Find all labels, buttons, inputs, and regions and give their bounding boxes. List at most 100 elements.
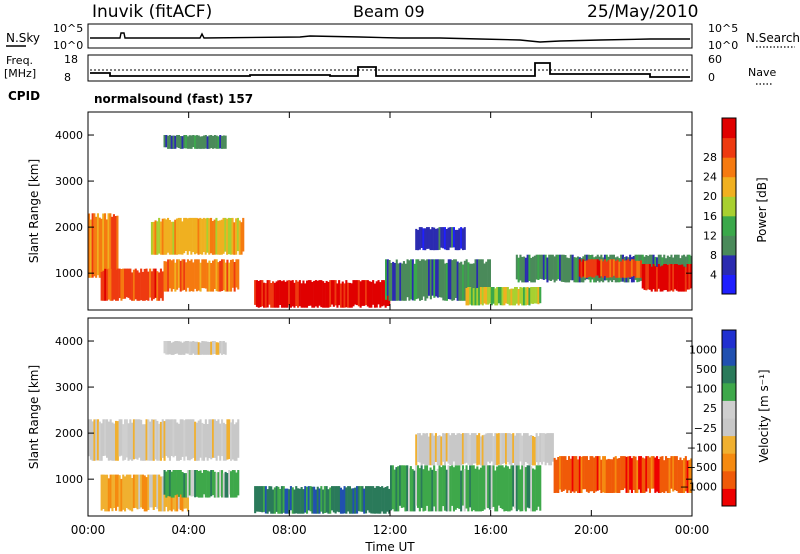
heatmap-cell	[503, 467, 506, 512]
heatmap-cell	[521, 256, 524, 283]
heatmap-cell	[122, 474, 125, 510]
heatmap-cell	[357, 486, 360, 512]
heatmap-cell	[322, 281, 325, 308]
freq-line	[90, 62, 690, 78]
heatmap-cell	[419, 260, 422, 301]
heatmap-cell	[361, 486, 364, 512]
heatmap-cell	[210, 263, 213, 292]
heatmap-cell	[314, 280, 317, 307]
heatmap-cell	[454, 229, 457, 251]
heatmap-cell	[150, 419, 153, 461]
heatmap-cell	[373, 283, 376, 308]
colorbar-tick-label: 8	[710, 249, 717, 262]
heatmap-cell	[420, 227, 423, 248]
nsky-panel	[87, 23, 693, 49]
heatmap-cell	[440, 436, 443, 466]
heatmap-cell	[607, 458, 610, 493]
heatmap-cell	[197, 135, 200, 149]
heatmap-cell	[526, 287, 529, 305]
heatmap-cell	[188, 470, 191, 496]
heatmap-cell	[288, 489, 291, 514]
heatmap-cell	[443, 227, 446, 250]
heatmap-cell	[208, 135, 211, 149]
heatmap-cell	[386, 259, 389, 296]
heatmap-cell	[467, 287, 470, 306]
heatmap-cell	[612, 457, 615, 493]
heatmap-cell	[199, 262, 202, 292]
heatmap-cell	[174, 470, 177, 496]
heatmap-cell	[193, 217, 196, 255]
heatmap-cell	[417, 433, 420, 462]
colorbar-tick-label: 16	[703, 210, 717, 223]
heatmap-cell	[106, 419, 109, 458]
heatmap-cell	[192, 470, 195, 497]
heatmap-cell	[280, 486, 283, 514]
heatmap-cell	[183, 259, 186, 290]
heatmap-cell	[519, 433, 522, 462]
heatmap-cell	[190, 259, 193, 292]
heatmap-cell	[163, 218, 166, 255]
heatmap-cell	[447, 433, 450, 464]
heatmap-cell	[541, 254, 544, 280]
heatmap-cell	[195, 422, 198, 461]
heatmap-cell	[224, 135, 227, 149]
heatmap-cell	[347, 282, 350, 308]
heatmap-cell	[621, 456, 624, 490]
heatmap-cell	[150, 474, 153, 508]
heatmap-cell	[325, 280, 328, 308]
heatmap-cell	[222, 259, 225, 291]
heatmap-cell	[571, 254, 574, 281]
heatmap-cell	[181, 136, 184, 149]
heatmap-cell	[125, 474, 128, 508]
heatmap-cell	[102, 419, 105, 456]
heatmap-cell	[111, 216, 114, 278]
heatmap-cell	[201, 422, 204, 461]
heatmap-cell	[564, 456, 567, 490]
heatmap-cell	[356, 280, 359, 306]
heatmap-cell	[213, 135, 216, 149]
heatmap-cell	[152, 221, 155, 255]
heatmap-cell	[345, 487, 348, 514]
colorbar-swatch	[722, 274, 736, 295]
heatmap-cell	[368, 281, 371, 308]
heatmap-cell	[361, 280, 364, 306]
heatmap-cell	[88, 419, 91, 457]
heatmap-cell	[215, 217, 218, 255]
heatmap-cell	[629, 261, 632, 278]
heatmap-cell	[443, 465, 446, 511]
heatmap-cell	[483, 434, 486, 466]
heatmap-cell	[654, 266, 657, 292]
heatmap-cell	[115, 270, 118, 301]
heatmap-cell	[546, 433, 549, 463]
station-title: Inuvik (fitACF)	[92, 2, 212, 22]
heatmap-cell	[357, 280, 360, 307]
heatmap-cell	[222, 217, 225, 254]
heatmap-cell	[154, 220, 157, 255]
heatmap-cell	[127, 423, 130, 461]
heatmap-cell	[211, 221, 214, 255]
heatmap-cell	[458, 228, 461, 251]
colorbar-swatch	[722, 118, 736, 139]
heatmap-cell	[557, 457, 560, 493]
heatmap-cell	[474, 433, 477, 464]
heatmap-cell	[672, 264, 675, 292]
heatmap-cell	[585, 260, 588, 278]
heatmap-cell	[272, 281, 275, 308]
heatmap-cell	[666, 265, 669, 292]
colorbar-swatch	[722, 400, 736, 419]
heatmap-cell	[313, 486, 316, 514]
heatmap-cell	[683, 458, 686, 493]
heatmap-cell	[167, 419, 170, 458]
heatmap-cell	[479, 287, 482, 305]
heatmap-cell	[461, 433, 464, 465]
heatmap-cell	[535, 465, 538, 511]
heatmap-cell	[476, 435, 479, 466]
heatmap-cell	[331, 280, 334, 305]
heatmap-cell	[150, 222, 153, 255]
heatmap-cell	[124, 268, 127, 299]
heatmap-cell	[454, 435, 457, 466]
heatmap-cell	[100, 271, 103, 301]
heatmap-cell	[280, 281, 283, 308]
heatmap-cell	[472, 433, 475, 464]
heatmap-cell	[113, 474, 116, 508]
